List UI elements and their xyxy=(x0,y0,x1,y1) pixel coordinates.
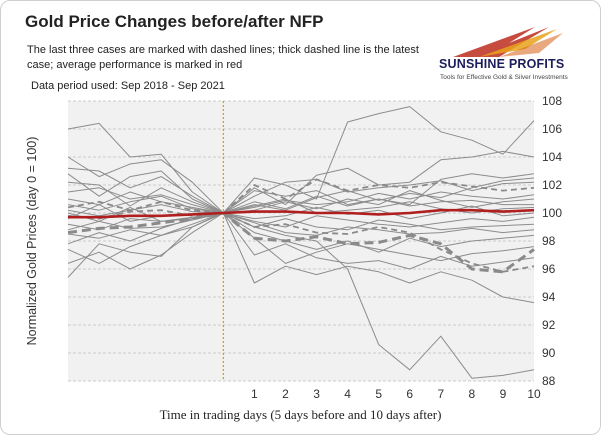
y-tick-label: 98 xyxy=(542,234,556,248)
x-tick-label: 10 xyxy=(527,387,541,401)
x-tick-label: 2 xyxy=(282,387,289,401)
x-tick-label: 9 xyxy=(500,387,507,401)
y-tick-label: 100 xyxy=(542,206,562,220)
data-period: Data period used: Sep 2018 - Sep 2021 xyxy=(31,80,225,92)
logo-name: SUNSHINE PROFITS xyxy=(439,57,565,71)
logo-swoosh-icon xyxy=(453,27,563,57)
series-line xyxy=(67,212,535,231)
x-tick-label: 4 xyxy=(344,387,351,401)
series-line xyxy=(67,195,534,214)
x-tick-label: 5 xyxy=(375,387,382,401)
y-tick-label: 102 xyxy=(542,178,562,192)
logo-tagline: Tools for Effective Gold & Silver Invest… xyxy=(440,74,568,81)
series-line xyxy=(67,212,535,304)
series-line xyxy=(67,190,535,214)
x-tick-label: 3 xyxy=(313,387,320,401)
sunshine-profits-logo: SUNSHINE PROFITS Tools for Effective Gol… xyxy=(439,23,569,89)
series-line xyxy=(67,212,535,253)
y-axis-label: Normalized Gold Prices (day 0 = 100) xyxy=(25,136,39,346)
series-line xyxy=(67,167,535,214)
recent-case-line xyxy=(67,178,535,214)
chart-subtitle: The last three cases are marked with das… xyxy=(27,44,419,71)
x-tick-label: 7 xyxy=(437,387,444,401)
latest-case-line xyxy=(67,211,535,274)
chart-title: Gold Price Changes before/after NFP xyxy=(25,12,324,31)
x-axis-label: Time in trading days (5 days before and … xyxy=(159,407,442,422)
y-tick-label: 108 xyxy=(542,94,562,108)
y-tick-label: 88 xyxy=(542,374,556,388)
x-tick-label: 6 xyxy=(406,387,413,401)
x-tick-label: 1 xyxy=(251,387,258,401)
series-line xyxy=(67,212,535,231)
series-line xyxy=(67,212,535,270)
x-tick-label: 8 xyxy=(469,387,476,401)
y-tick-label: 92 xyxy=(542,318,556,332)
y-tick-label: 104 xyxy=(542,150,562,164)
series-line xyxy=(67,170,535,214)
series-line xyxy=(67,106,535,214)
average-line xyxy=(68,208,535,219)
series-line xyxy=(67,212,535,239)
y-tick-label: 90 xyxy=(542,346,556,360)
y-tick-label: 96 xyxy=(542,262,556,276)
y-tick-label: 106 xyxy=(542,122,562,136)
y-tick-label: 94 xyxy=(542,290,556,304)
